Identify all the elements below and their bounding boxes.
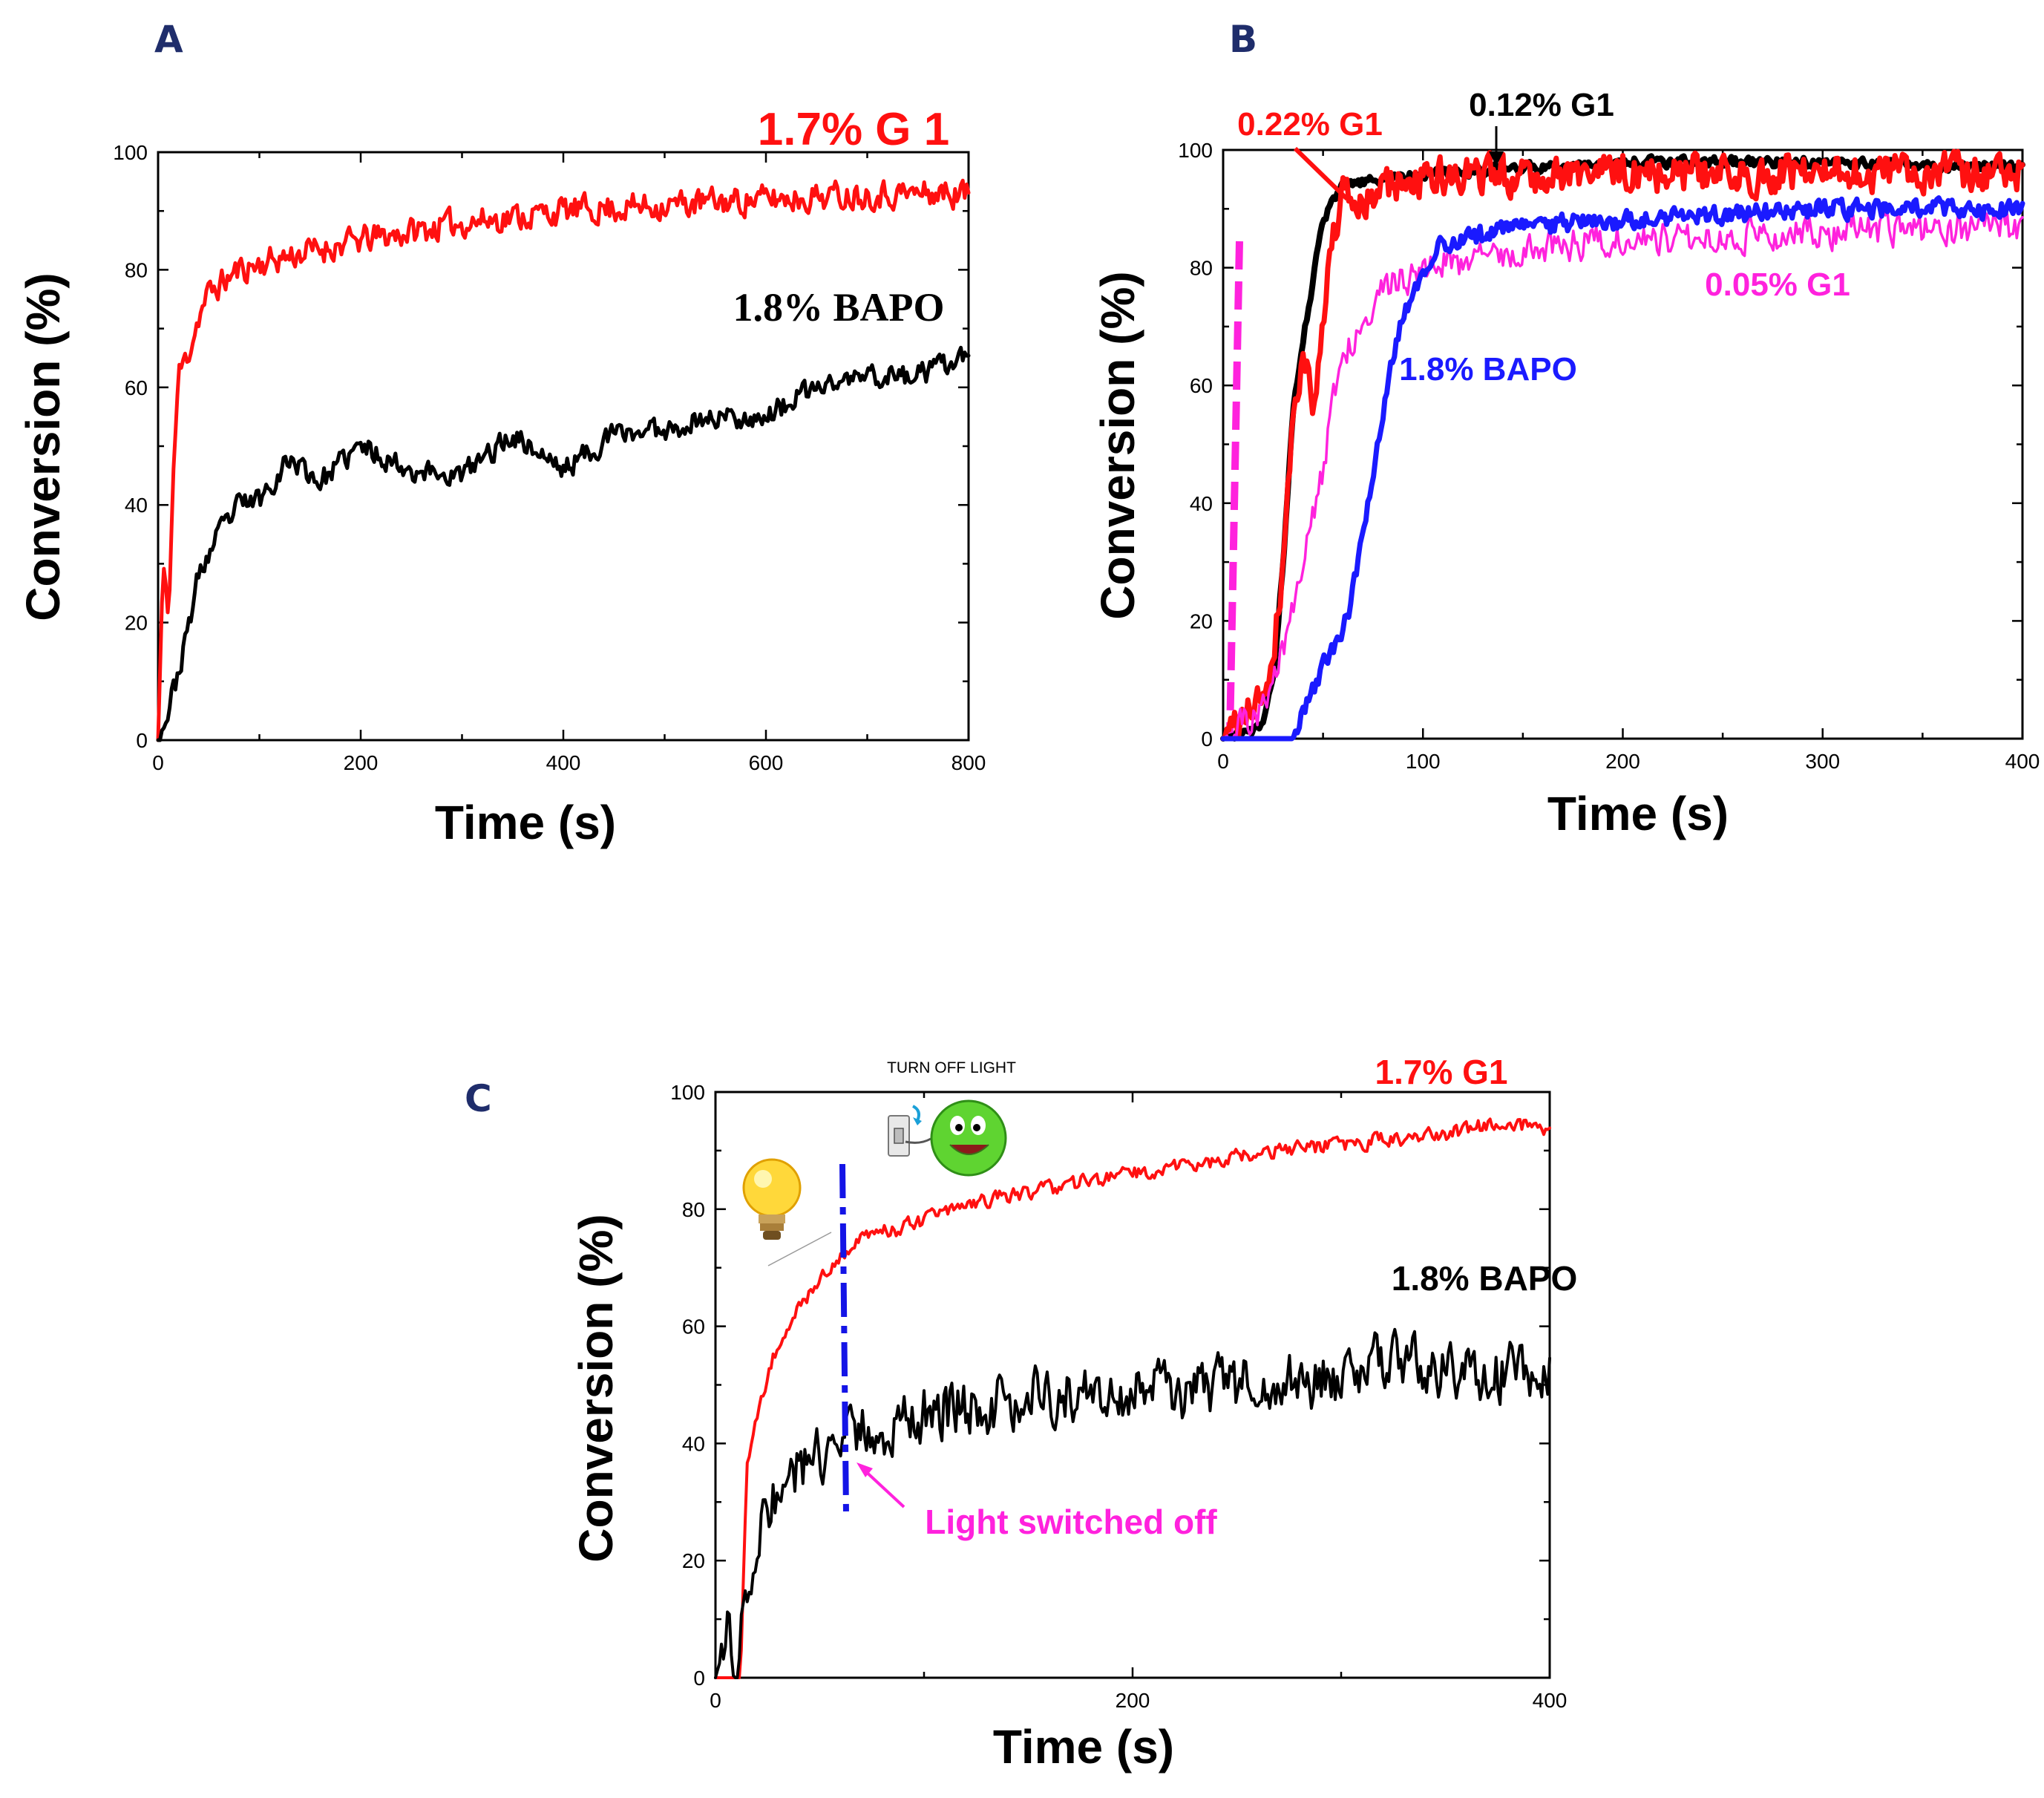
panel-a-series-group: [156, 178, 971, 742]
panel-c-label-g1: 1.7% G1: [1375, 1053, 1508, 1091]
panel-b-series-0-05-g1: [1222, 209, 2024, 740]
panel-a-series-1-7-g-1: [156, 178, 971, 742]
panel-b-x-tick-label: 0: [1217, 750, 1229, 773]
panel-c-series-1-7-g1: [714, 1117, 1551, 1679]
panel-b-series-0-22-g1: [1220, 148, 2025, 742]
panel-c-y-tick-label: 20: [682, 1549, 705, 1572]
panel-b-dashed-marker: [1226, 241, 1243, 736]
panel-c-y-tick-label: 100: [670, 1081, 705, 1104]
panel-a-label-g1: 1.7% G 1: [758, 104, 949, 155]
panel-a-y-tick-label: 40: [125, 494, 148, 517]
panel-b-x-tick-label: 300: [1805, 750, 1840, 773]
light-switch-icon: [888, 1105, 931, 1157]
panel-c-letter: C: [465, 1077, 492, 1120]
panel-a-x-tick-label: 600: [749, 751, 784, 774]
panel-b: B 0 100 200 300 400 0 20 40 60 80 100 Time (s) Con…: [1091, 18, 2040, 840]
panel-c-x-tick-label: 0: [710, 1689, 721, 1712]
panel-b-plot-frame: [1222, 148, 2024, 740]
panel-c: C 0 200 400 0 20 40 60 80 100 Time (s) Conversio…: [465, 1053, 1577, 1774]
panel-b-y-axis-title: Conversion (%): [1091, 271, 1144, 619]
panel-b-label-012-g1: 0.12% G1: [1469, 87, 1614, 123]
panel-a-y-tick-label: 100: [113, 141, 148, 164]
panel-b-pointer-022: [1293, 146, 1349, 201]
panel-b-series-1-8-bapo: [1220, 195, 2025, 742]
panel-a-series-1-8-bapo: [156, 345, 971, 742]
panel-a-y-tick-label: 60: [125, 376, 148, 399]
panel-c-x-axis-title: Time (s): [993, 1720, 1174, 1774]
panel-b-x-tick-label: 100: [1406, 750, 1441, 773]
panel-b-y-tick-label: 60: [1190, 374, 1213, 397]
panel-c-bulb-guide: [767, 1232, 832, 1266]
panel-b-series-0-12-g1: [1220, 153, 2025, 742]
panel-a: A 0 200 400 600 800 0 20 40 60 80 100 Time (s) Con…: [16, 18, 986, 849]
panel-b-y-tick-label: 0: [1201, 728, 1213, 751]
panel-a-y-tick-label: 20: [125, 612, 148, 635]
panel-c-series-1-8-bapo: [714, 1327, 1551, 1679]
smiley-face-icon: [930, 1099, 1007, 1177]
panel-a-axes: 0 200 400 600 800 0 20 40 60 80 100: [113, 141, 986, 774]
panel-a-y-tick-label: 80: [125, 258, 148, 281]
panel-b-arrowhead-012: [1489, 151, 1504, 166]
panel-c-light-switched-off-label: Light switched off: [925, 1503, 1217, 1541]
panel-c-light-off-pointer: [861, 1467, 905, 1508]
panel-b-letter: B: [1229, 18, 1257, 61]
panel-c-light-off-marker: [839, 1163, 849, 1515]
panel-a-x-tick-label: 400: [546, 751, 581, 774]
panel-c-x-tick-label: 200: [1116, 1689, 1150, 1712]
panel-a-x-tick-label: 800: [951, 751, 986, 774]
panel-a-x-tick-label: 0: [152, 751, 164, 774]
panel-b-label-022-g1: 0.22% G1: [1237, 106, 1383, 143]
panel-b-series-group: [1220, 148, 2025, 742]
panel-b-x-tick-label: 400: [2005, 750, 2040, 773]
panel-c-y-axis-title: Conversion (%): [569, 1214, 623, 1562]
panel-b-x-tick-label: 200: [1605, 750, 1640, 773]
panel-a-plot-frame: [157, 151, 970, 742]
panel-c-y-tick-label: 0: [693, 1667, 705, 1690]
panel-a-x-axis-title: Time (s): [435, 796, 616, 849]
panel-a-x-tick-label: 200: [344, 751, 379, 774]
panel-b-y-tick-label: 100: [1178, 139, 1213, 162]
panel-b-y-tick-label: 20: [1190, 609, 1213, 632]
panel-c-axes: 0 200 400 0 20 40 60 80 100: [670, 1081, 1567, 1712]
panel-a-y-tick-label: 0: [136, 729, 148, 752]
panel-a-y-axis-title: Conversion (%): [16, 272, 70, 621]
panel-c-label-bapo: 1.8% BAPO: [1392, 1259, 1578, 1298]
panel-c-turn-off-light-label: TURN OFF LIGHT: [887, 1059, 1016, 1076]
panel-b-y-tick-label: 80: [1190, 257, 1213, 280]
panel-c-y-tick-label: 80: [682, 1198, 705, 1221]
panel-b-label-bapo: 1.8% BAPO: [1399, 351, 1577, 388]
panel-b-label-005-g1: 0.05% G1: [1705, 267, 1850, 303]
panel-c-y-tick-label: 40: [682, 1432, 705, 1455]
panel-b-x-axis-title: Time (s): [1547, 787, 1729, 840]
panel-a-label-bapo: 1.8% BAPO: [733, 285, 944, 330]
panel-a-letter: A: [154, 18, 183, 61]
panel-c-light-off-arrowhead: [856, 1462, 873, 1477]
panel-c-x-tick-label: 400: [1533, 1689, 1568, 1712]
panel-c-y-tick-label: 60: [682, 1315, 705, 1338]
light-bulb-icon: [742, 1158, 802, 1240]
panel-c-series-group: [714, 1117, 1551, 1679]
panel-b-axes: 0 100 200 300 400 0 20 40 60 80 100: [1178, 139, 2040, 773]
panel-b-y-tick-label: 40: [1190, 492, 1213, 515]
